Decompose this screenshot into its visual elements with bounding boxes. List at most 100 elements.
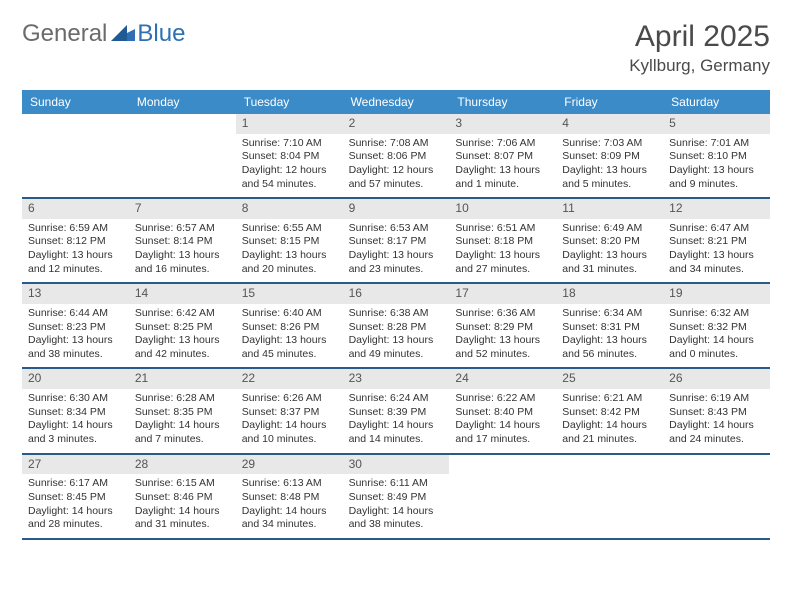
calendar-day-cell: 14 Sunrise: 6:42 AMSunset: 8:25 PMDayligh…: [129, 284, 236, 367]
weekday-header-cell: Tuesday: [236, 90, 343, 114]
weekday-header-cell: Friday: [556, 90, 663, 114]
sunset-line: Sunset: 8:34 PM: [28, 406, 123, 420]
calendar-day-cell: 27Sunrise: 6:17 AMSunset: 8:45 PMDayligh…: [22, 455, 129, 538]
day-number: 3: [449, 114, 556, 134]
day-number: 24: [449, 369, 556, 389]
brand-part1: General: [22, 20, 107, 48]
sunrise-line: Sunrise: 6:44 AM: [28, 307, 123, 321]
sunrise-line: Sunrise: 7:10 AM: [242, 137, 337, 151]
day-number: 19: [663, 284, 770, 304]
calendar-day-cell: .: [22, 114, 129, 197]
weekday-header-cell: Monday: [129, 90, 236, 114]
daylight-line: Daylight: 12 hours and 54 minutes.: [242, 164, 337, 191]
calendar-day-cell: 12Sunrise: 6:47 AMSunset: 8:21 PMDayligh…: [663, 199, 770, 282]
daylight-line: Daylight: 14 hours and 34 minutes.: [242, 505, 337, 532]
calendar-day-cell: 23Sunrise: 6:24 AMSunset: 8:39 PMDayligh…: [343, 369, 450, 452]
sunset-line: Sunset: 8:46 PM: [135, 491, 230, 505]
calendar-weekday-header: SundayMondayTuesdayWednesdayThursdayFrid…: [22, 90, 770, 114]
calendar-day-cell: 2Sunrise: 7:08 AMSunset: 8:06 PMDaylight…: [343, 114, 450, 197]
day-number: 14: [129, 284, 236, 304]
weekday-header-cell: Sunday: [22, 90, 129, 114]
sunset-line: Sunset: 8:45 PM: [28, 491, 123, 505]
sunrise-line: Sunrise: 6:28 AM: [135, 392, 230, 406]
calendar-day-cell: 29Sunrise: 6:13 AMSunset: 8:48 PMDayligh…: [236, 455, 343, 538]
sunrise-line: Sunrise: 6:17 AM: [28, 477, 123, 491]
day-number: 4: [556, 114, 663, 134]
calendar-week-row: 20 Sunrise: 6:30 AMSunset: 8:34 PM Dayligh…: [22, 369, 770, 454]
calendar: SundayMondayTuesdayWednesdayThursdayFrid…: [22, 90, 770, 540]
sunrise-line: Sunrise: 6:47 AM: [669, 222, 764, 236]
sunrise-line: Sunrise: 6:49 AM: [562, 222, 657, 236]
day-number: 28: [129, 455, 236, 475]
daylight-line: Daylight: 13 hours and 31 minutes.: [562, 249, 657, 276]
day-number: 13: [22, 284, 129, 304]
calendar-day-cell: 25Sunrise: 6:21 AMSunset: 8:42 PMDayligh…: [556, 369, 663, 452]
day-number: 25: [556, 369, 663, 389]
sunset-line: Sunset: 8:29 PM: [455, 321, 550, 335]
daylight-line: Daylight: 13 hours and 9 minutes.: [669, 164, 764, 191]
sunset-line: Sunset: 8:20 PM: [562, 235, 657, 249]
calendar-day-cell: 24Sunrise: 6:22 AMSunset: 8:40 PMDayligh…: [449, 369, 556, 452]
sunset-line: Sunset: 8:04 PM: [242, 150, 337, 164]
daylight-line: Daylight: 13 hours and 38 minutes.: [28, 334, 123, 361]
sunrise-line: Sunrise: 6:42 AM: [135, 307, 230, 321]
sunset-line: Sunset: 8:42 PM: [562, 406, 657, 420]
day-number: 21: [129, 369, 236, 389]
daylight-line: Daylight: 14 hours and 38 minutes.: [349, 505, 444, 532]
day-number: 16: [343, 284, 450, 304]
sunset-line: Sunset: 8:25 PM: [135, 321, 230, 335]
page-header: General Blue April 2025 Kyllburg, German…: [22, 20, 770, 76]
sunrise-line: Sunrise: 6:32 AM: [669, 307, 764, 321]
day-number: 9: [343, 199, 450, 219]
sunrise-line: Sunrise: 7:08 AM: [349, 137, 444, 151]
calendar-day-cell: 10Sunrise: 6:51 AMSunset: 8:18 PMDayligh…: [449, 199, 556, 282]
daylight-line: Daylight: 14 hours and 28 minutes.: [28, 505, 123, 532]
sunrise-line: Sunrise: 6:26 AM: [242, 392, 337, 406]
calendar-body: .. 1Sunrise: 7:10 AMSunset: 8:04 PMDaylig…: [22, 114, 770, 540]
sunset-line: Sunset: 8:37 PM: [242, 406, 337, 420]
day-number: 12: [663, 199, 770, 219]
calendar-day-cell: 1Sunrise: 7:10 AMSunset: 8:04 PMDaylight…: [236, 114, 343, 197]
sunrise-line: Sunrise: 6:30 AM: [28, 392, 123, 406]
daylight-line: Daylight: 14 hours and 17 minutes.: [455, 419, 550, 446]
sunset-line: Sunset: 8:06 PM: [349, 150, 444, 164]
calendar-week-row: 13Sunrise: 6:44 AMSunset: 8:23 PMDayligh…: [22, 284, 770, 369]
sunset-line: Sunset: 8:43 PM: [669, 406, 764, 420]
calendar-day-cell: 4Sunrise: 7:03 AMSunset: 8:09 PMDaylight…: [556, 114, 663, 197]
calendar-day-cell: .: [556, 455, 663, 538]
calendar-day-cell: 11Sunrise: 6:49 AMSunset: 8:20 PMDayligh…: [556, 199, 663, 282]
daylight-line: Daylight: 13 hours and 20 minutes.: [242, 249, 337, 276]
sunset-line: Sunset: 8:28 PM: [349, 321, 444, 335]
sunrise-line: Sunrise: 6:34 AM: [562, 307, 657, 321]
daylight-line: Daylight: 14 hours and 10 minutes.: [242, 419, 337, 446]
day-number: 20: [22, 369, 129, 389]
brand-part2: Blue: [137, 20, 185, 48]
calendar-day-cell: 28Sunrise: 6:15 AMSunset: 8:46 PMDayligh…: [129, 455, 236, 538]
calendar-day-cell: 18Sunrise: 6:34 AMSunset: 8:31 PMDayligh…: [556, 284, 663, 367]
sunrise-line: Sunrise: 6:19 AM: [669, 392, 764, 406]
sunset-line: Sunset: 8:31 PM: [562, 321, 657, 335]
brand-mark-icon: [111, 23, 135, 46]
calendar-day-cell: 19Sunrise: 6:32 AMSunset: 8:32 PMDayligh…: [663, 284, 770, 367]
title-block: April 2025 Kyllburg, Germany: [629, 20, 770, 76]
calendar-week-row: ..1Sunrise: 7:10 AMSunset: 8:04 PMDaylig…: [22, 114, 770, 199]
daylight-line: Daylight: 13 hours and 42 minutes.: [135, 334, 230, 361]
day-number: 2: [343, 114, 450, 134]
sunrise-line: Sunrise: 6:55 AM: [242, 222, 337, 236]
calendar-day-cell: 26Sunrise: 6:19 AMSunset: 8:43 PMDayligh…: [663, 369, 770, 452]
day-number: 29: [236, 455, 343, 475]
calendar-day-cell: 21Sunrise: 6:28 AMSunset: 8:35 PMDayligh…: [129, 369, 236, 452]
calendar-day-cell: 3Sunrise: 7:06 AMSunset: 8:07 PMDaylight…: [449, 114, 556, 197]
sunrise-line: Sunrise: 6:22 AM: [455, 392, 550, 406]
sunrise-line: Sunrise: 6:36 AM: [455, 307, 550, 321]
calendar-page: General Blue April 2025 Kyllburg, German…: [0, 0, 792, 560]
calendar-week-row: 6Sunrise: 6:59 AMSunset: 8:12 PMDaylight…: [22, 199, 770, 284]
sunrise-line: Sunrise: 7:01 AM: [669, 137, 764, 151]
sunset-line: Sunset: 8:10 PM: [669, 150, 764, 164]
daylight-line: Daylight: 13 hours and 16 minutes.: [135, 249, 230, 276]
day-number: 26: [663, 369, 770, 389]
calendar-day-cell: .: [663, 455, 770, 538]
sunset-line: Sunset: 8:09 PM: [562, 150, 657, 164]
daylight-line: Daylight: 13 hours and 52 minutes.: [455, 334, 550, 361]
sunset-line: Sunset: 8:15 PM: [242, 235, 337, 249]
